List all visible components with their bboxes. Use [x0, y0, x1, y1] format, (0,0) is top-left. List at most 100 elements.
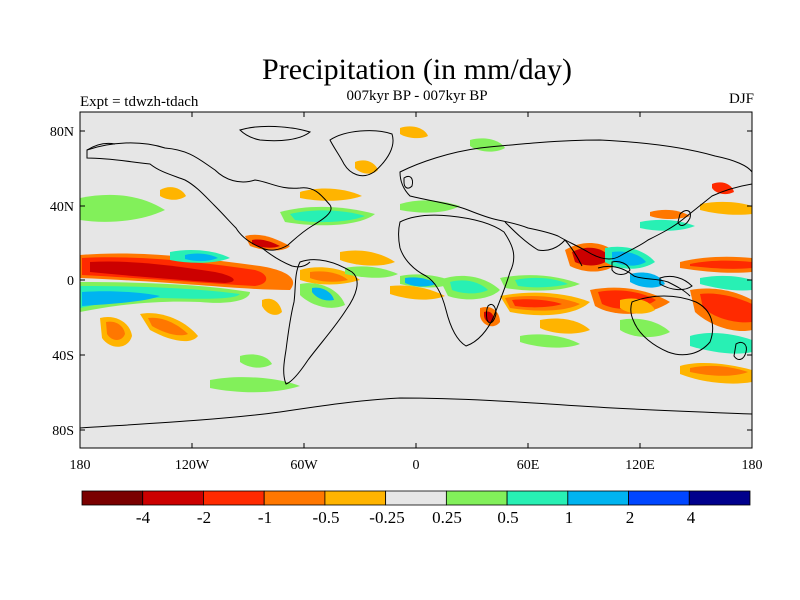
colorbar-label: -4: [136, 508, 151, 527]
coast-new-guinea: [659, 275, 693, 291]
coast-new-zealand: [733, 341, 747, 360]
anomaly-atlantic-wet: [345, 266, 398, 278]
coast-central-america: [261, 247, 311, 268]
anomaly-indian-ocean-dry-core: [512, 299, 562, 308]
lon-tick-label: 60E: [517, 458, 540, 473]
plot-subtitle: 007kyr BP - 007kyr BP: [346, 88, 488, 104]
coastlines: [80, 125, 752, 429]
anomaly-australia-wet: [620, 318, 670, 338]
colorbar-label: -0.25: [369, 508, 404, 527]
experiment-label: Expt = tdwzh-tdach: [80, 94, 199, 110]
anomaly-south-indian-dry: [540, 318, 590, 334]
colorbar-label: -1: [258, 508, 272, 527]
anomaly-pacific-dry-core: [90, 261, 234, 283]
coast-antarctica: [80, 397, 752, 429]
coast-australia: [630, 295, 714, 356]
anomaly-patagonia-wet: [240, 354, 272, 368]
coast-uk: [403, 175, 413, 189]
colorbar-swatch: [445, 490, 508, 506]
anomaly-maritime-wet-2: [630, 272, 665, 288]
colorbar: -4 -2 -1 -0.5 -0.25 0.25 0.5 1 2 4: [81, 490, 751, 527]
lat-tick-label: 80S: [52, 424, 74, 439]
lat-tick-label: 80N: [50, 125, 74, 140]
anomaly-japan-wet: [640, 219, 695, 231]
anomaly-atlantic-wet-2-core: [405, 277, 436, 287]
anomaly-greenland-dry: [355, 160, 378, 174]
colorbar-label: 2: [626, 508, 635, 527]
anomaly-n-atlantic-dry: [300, 188, 362, 201]
coast-maritime-continent: [597, 265, 691, 297]
lon-tick-labels: 180 120W 60W 0 60E 120E 180: [70, 458, 763, 473]
colorbar-swatch: [567, 490, 629, 506]
anomaly-central-pacific-wet-core: [185, 253, 218, 262]
anomaly-west-pacific-wet: [700, 275, 752, 291]
colorbar-label: 1: [565, 508, 574, 527]
colorbar-label: 4: [687, 508, 696, 527]
anomaly-arctic-dry: [400, 126, 428, 139]
anomaly-west-pacific-dry-band-core: [690, 260, 752, 269]
colorbar-label: -2: [197, 508, 211, 527]
coast-south-america: [283, 259, 358, 385]
colorbar-swatch: [203, 490, 265, 506]
anomaly-field: [80, 126, 752, 393]
colorbar-swatch: [324, 490, 387, 506]
colorbar-swatch: [142, 490, 204, 506]
anomaly-atlantic-dry: [340, 250, 395, 266]
colorbar-swatch: [385, 490, 447, 506]
anomaly-japan-dry: [650, 209, 690, 219]
anomaly-amazon-dry-core: [310, 271, 348, 282]
anomaly-north-pacific-e-dry: [700, 201, 752, 215]
lat-tick-label: 40S: [52, 349, 74, 364]
anomaly-south-pacific-wet: [690, 333, 752, 354]
coast-madagascar: [485, 303, 497, 324]
coast-canadian-arctic: [239, 125, 312, 142]
colorbar-swatches: [81, 490, 751, 506]
anomaly-brazil-wet-core: [312, 287, 334, 301]
coast-eurasia: [399, 139, 752, 260]
anomaly-indian-ocean-wet-core: [515, 277, 568, 288]
anomaly-southern-ocean-wet: [210, 377, 300, 393]
coast-africa: [398, 214, 515, 347]
anomaly-south-pacific-dry-core: [690, 365, 748, 376]
colorbar-labels: -4 -2 -1 -0.5 -0.25 0.25 0.5 1 2 4: [136, 508, 696, 527]
lon-tick-label: 180: [70, 458, 91, 473]
anomaly-africa-wet-core: [450, 280, 488, 294]
anomaly-north-pacific-e-dry-core: [712, 182, 734, 195]
lat-tick-label: 0: [67, 274, 74, 289]
coast-alaska: [86, 142, 116, 151]
season-label: DJF: [728, 91, 754, 107]
colorbar-label: 0.25: [432, 508, 462, 527]
lat-tick-labels: 80N 40N 0 40S 80S: [50, 125, 74, 439]
lon-tick-label: 180: [742, 458, 763, 473]
anomaly-west-pacific-dry-core: [700, 293, 752, 323]
lon-tick-label: 60W: [290, 458, 318, 473]
colorbar-label: -0.5: [313, 508, 340, 527]
anomaly-south-atlantic-dry: [390, 285, 445, 300]
coast-arabia-india: [504, 221, 583, 267]
colorbar-label: 0.5: [497, 508, 518, 527]
anomaly-nw-australia-dry: [620, 298, 655, 314]
map-panel: 180 120W 60W 0 60E 120E 180 80N 40N 0 40…: [50, 111, 763, 473]
colorbar-swatch: [81, 490, 144, 506]
coast-japan: [677, 210, 691, 226]
coast-borneo: [611, 261, 631, 275]
anomaly-south-asia-dry-core: [572, 247, 610, 266]
coast-north-america: [86, 142, 332, 251]
axis-ticks: [79, 112, 753, 448]
anomaly-north-pacific-dry: [160, 187, 186, 200]
anomaly-n-atlantic-wet-mid: [290, 210, 365, 223]
plot-title: Precipitation (in mm/day): [262, 53, 572, 86]
lon-tick-label: 120E: [625, 458, 655, 473]
colorbar-swatch: [263, 490, 326, 506]
lon-tick-label: 0: [413, 458, 420, 473]
lon-tick-label: 120W: [175, 458, 210, 473]
anomaly-spcz-dry-1-core: [106, 321, 125, 340]
anomaly-east-pacific-n-wet-outer: [80, 194, 165, 222]
anomaly-mexico-dry-core: [252, 239, 280, 248]
colorbar-swatch: [628, 490, 690, 506]
anomaly-pacific-wet-mid: [80, 286, 240, 308]
lat-tick-label: 40N: [50, 200, 74, 215]
anomaly-chile-dry: [262, 298, 282, 315]
colorbar-swatch: [688, 490, 751, 506]
